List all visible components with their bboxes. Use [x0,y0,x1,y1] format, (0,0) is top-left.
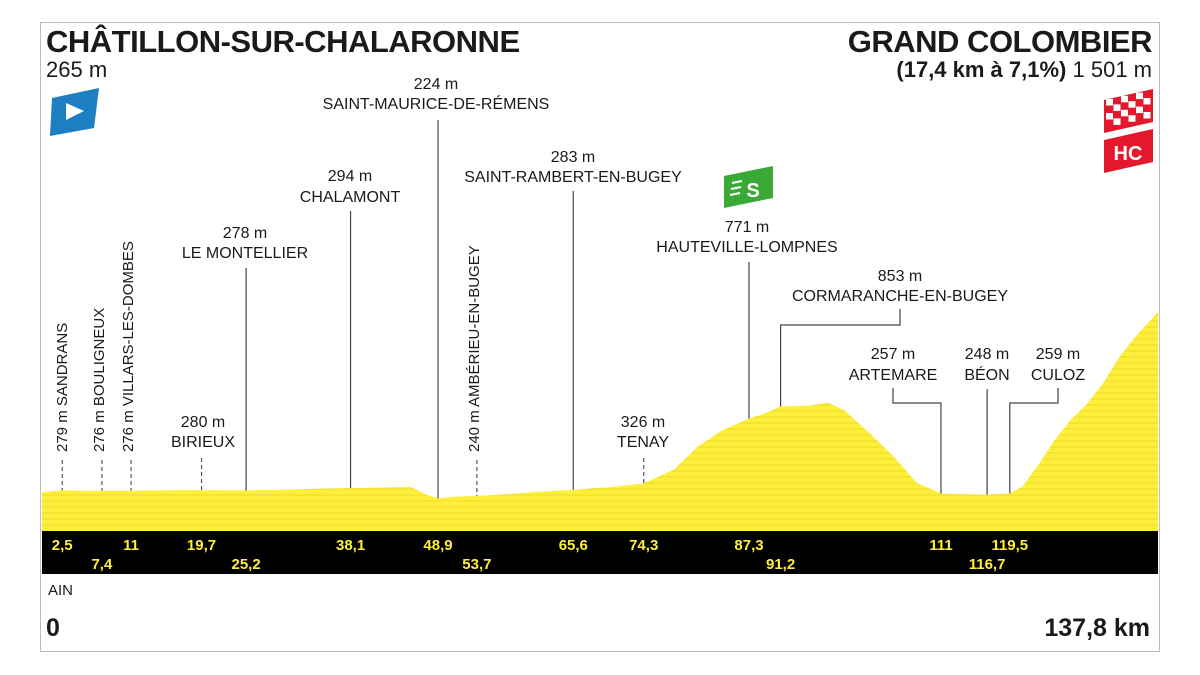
km-label: 11 [123,537,139,554]
checker-square [1121,109,1128,117]
checker-square [1136,106,1143,114]
finish-flag-icon [1104,89,1153,133]
waypoint-name: TENAY [617,434,669,451]
km-bar-background [42,531,1158,574]
waypoint-name: BÉON [964,365,1009,384]
waypoint-name: LE MONTELLIER [182,245,308,262]
sprint-badge-text: S [746,180,759,202]
checker-square [1113,118,1121,125]
waypoint-altitude: 283 m [551,149,595,166]
waypoint-hauteville-lompnes: 771 m HAUTEVILLE-LOMPNES [656,219,838,419]
waypoint-label: 240 m AMBÉRIEU-EN-BUGEY [466,245,483,452]
waypoint-name: SAINT-MAURICE-DE-RÉMENS [323,94,550,113]
hc-climb-icon: HC [1104,129,1153,173]
waypoint-line [892,388,942,494]
checker-square [1106,99,1113,106]
waypoint-altitude: 278 m [223,225,267,242]
waypoint-name: BIRIEUX [171,434,235,451]
waypoint-name: HAUTEVILLE-LOMPNES [656,239,837,256]
waypoint-label: 276 m BOULIGNEUX [91,308,108,452]
waypoint-birieux: 280 m BIRIEUX [171,414,235,491]
km-label: 91,2 [766,556,795,573]
elevation-fill [42,312,1158,531]
km-label: 19,7 [187,537,216,554]
waypoint-altitude: 224 m [414,76,458,93]
checker-square [1136,92,1143,100]
waypoint-label: 279 m SANDRANS [54,323,71,452]
km-label: 48,9 [423,537,452,554]
waypoint-amb-rieu-en-bugey: 240 m AMBÉRIEU-EN-BUGEY [466,245,483,496]
km-label: 25,2 [231,556,260,573]
checker-square [1121,95,1128,103]
waypoint-name: SAINT-RAMBERT-EN-BUGEY [464,169,682,186]
waypoint-villars-les-dombes: 276 m VILLARS-LES-DOMBES [120,241,137,491]
start-town-name: CHÂTILLON-SUR-CHALARONNE [46,24,520,59]
waypoint-b-on: 248 m BÉON [964,346,1010,495]
checker-square [1106,113,1113,120]
km-label: 65,6 [559,537,588,554]
km-label: 38,1 [336,537,365,554]
start-km-label: 0 [46,614,60,642]
waypoint-markers: 279 m SANDRANS 276 m BOULIGNEUX 276 m VILL… [54,76,1085,499]
waypoint-cormaranche-en-bugey: 853 m CORMARANCHE-EN-BUGEY [780,268,1008,407]
waypoint-label: 276 m VILLARS-LES-DOMBES [120,241,137,452]
waypoint-artemare: 257 m ARTEMARE [849,346,942,494]
finish-altitude: 1 501 m [1072,57,1153,82]
start-altitude: 265 m [46,57,108,82]
finish-town-name: GRAND COLOMBIER [847,24,1153,59]
finish-info: (17,4 km à 7,1%) 1 501 m [896,57,1152,83]
waypoint-altitude: 294 m [328,168,372,185]
km-bar: 2,5 11 19,7 38,1 48,9 65,6 74,3 87,3 111 119,5 7,4… [42,531,1158,574]
waypoint-name: CORMARANCHE-EN-BUGEY [792,288,1008,305]
km-label: 87,3 [734,537,763,554]
km-label: 53,7 [462,556,491,573]
km-label: 7,4 [91,556,113,573]
waypoint-chalamont: 294 m CHALAMONT [300,168,401,489]
waypoint-name: ARTEMARE [849,367,938,384]
waypoint-line [780,309,901,407]
waypoint-altitude: 280 m [181,414,225,431]
waypoint-altitude: 326 m [621,414,665,431]
checker-square [1143,98,1151,105]
km-label: 74,3 [629,537,658,554]
chart-frame [40,22,1160,652]
waypoint-name: CULOZ [1031,367,1085,384]
waypoint-name: CHALAMONT [300,189,401,206]
waypoint-altitude: 853 m [878,268,922,285]
waypoint-altitude: 259 m [1036,346,1080,363]
checker-square [1113,104,1121,111]
region-label: AIN [48,582,74,599]
checker-square [1128,115,1136,122]
sprint-icon: S [724,166,773,208]
waypoint-le-montellier: 278 m LE MONTELLIER [182,225,308,491]
checker-square [1143,112,1151,119]
end-km-label: 137,8 km [1044,614,1150,642]
waypoint-altitude: 771 m [725,219,769,236]
waypoint-sandrans: 279 m SANDRANS [54,323,71,491]
waypoint-saint-rambert-en-bugey: 283 m SAINT-RAMBERT-EN-BUGEY [464,149,682,490]
hc-badge-text: HC [1114,143,1143,165]
finish-climb-stats: (17,4 km à 7,1%) [896,57,1067,82]
km-label: 116,7 [969,556,1006,573]
start-flag-icon [50,88,99,136]
waypoint-tenay: 326 m TENAY [617,414,669,484]
waypoint-culoz: 259 m CULOZ [1009,346,1085,494]
km-label: 111 [929,537,952,554]
waypoint-altitude: 257 m [871,346,915,363]
waypoint-line [1009,388,1059,494]
waypoint-altitude: 248 m [965,346,1009,363]
waypoint-bouligneux: 276 m BOULIGNEUX [91,308,108,491]
checker-square [1128,101,1136,108]
km-label: 2,5 [52,537,73,554]
km-label: 119,5 [991,537,1028,554]
